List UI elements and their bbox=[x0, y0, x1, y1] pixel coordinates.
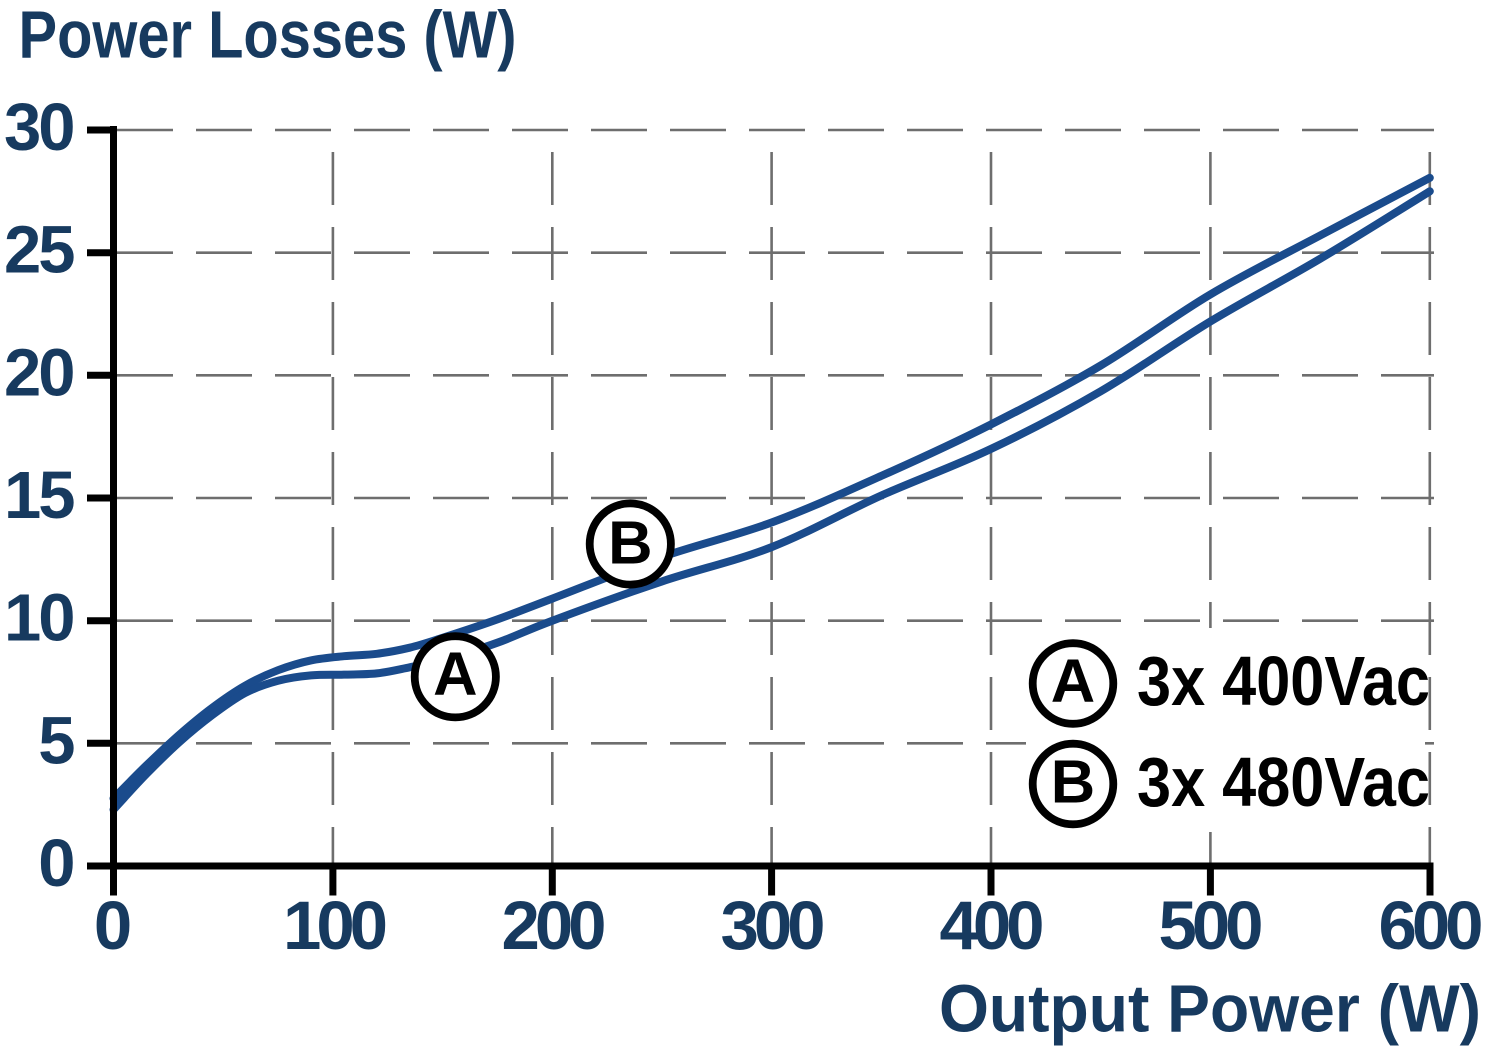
svg-text:0: 0 bbox=[38, 826, 75, 901]
svg-text:200: 200 bbox=[502, 887, 607, 964]
svg-text:3x 400Vac: 3x 400Vac bbox=[1137, 642, 1430, 720]
svg-text:0: 0 bbox=[94, 887, 132, 964]
svg-text:25: 25 bbox=[4, 213, 76, 288]
svg-text:100: 100 bbox=[283, 887, 388, 964]
svg-text:3x 480Vac: 3x 480Vac bbox=[1137, 743, 1430, 821]
svg-text:A: A bbox=[1051, 647, 1095, 716]
svg-text:Output Power (W): Output Power (W) bbox=[939, 972, 1481, 1047]
svg-text:15: 15 bbox=[4, 458, 76, 533]
svg-text:A: A bbox=[433, 640, 477, 709]
svg-text:Power Losses (W): Power Losses (W) bbox=[19, 0, 517, 73]
svg-text:B: B bbox=[1051, 748, 1095, 817]
svg-text:B: B bbox=[608, 509, 652, 578]
svg-text:20: 20 bbox=[4, 335, 76, 410]
svg-text:500: 500 bbox=[1159, 887, 1264, 964]
svg-text:30: 30 bbox=[4, 90, 76, 165]
svg-text:300: 300 bbox=[721, 887, 826, 964]
svg-text:400: 400 bbox=[940, 887, 1045, 964]
svg-text:600: 600 bbox=[1379, 887, 1484, 964]
svg-text:10: 10 bbox=[4, 581, 76, 656]
svg-text:5: 5 bbox=[38, 703, 75, 778]
